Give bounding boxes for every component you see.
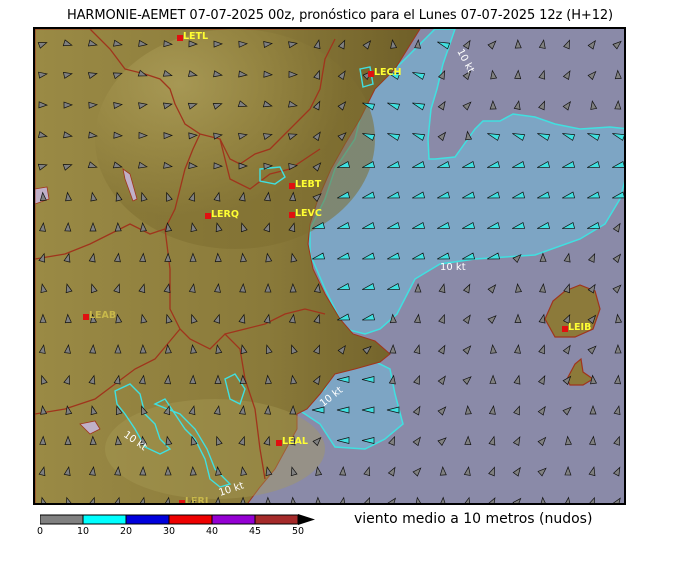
wind-arrows <box>37 39 624 503</box>
map-canvas: LETL LECH LEBT LERQ LEVC LEAB LEIB LEAL LERI 10 … <box>35 29 624 505</box>
formentera-island <box>566 357 595 386</box>
colorbar-tick-label: 30 <box>162 526 176 537</box>
svg-text:LERI: LERI <box>185 496 208 505</box>
colorbar-tick-label: 0 <box>36 526 44 537</box>
colorbar-tick-label: 20 <box>119 526 133 537</box>
colorbar-segment <box>168 514 213 525</box>
colorbar-ticks: 0 10 20 30 40 45 50 <box>0 526 340 540</box>
svg-text:LEAB: LEAB <box>89 310 116 321</box>
chart-title: HARMONIE-AEMET 07-07-2025 00z, pronóstic… <box>66 8 614 23</box>
colorbar <box>40 514 315 525</box>
svg-text:LERQ: LERQ <box>211 209 239 220</box>
colorbar-tick-label: 50 <box>291 526 305 537</box>
station-markers: LETL LECH LEBT LERQ LEVC LEAB LEIB LEAL LERI <box>83 31 591 505</box>
station-leib: LEIB <box>562 322 591 333</box>
svg-text:LEVC: LEVC <box>295 208 322 219</box>
colorbar-tick-label: 10 <box>76 526 90 537</box>
station-lech: LECH <box>368 67 402 78</box>
svg-text:LEAL: LEAL <box>282 436 308 447</box>
ibiza-island <box>544 284 601 338</box>
svg-text:LETL: LETL <box>183 31 208 42</box>
colorbar-segment <box>211 514 256 525</box>
region-borders <box>35 29 336 480</box>
colorbar-segment <box>40 514 84 525</box>
station-levc: LEVC <box>289 208 322 219</box>
reservoir <box>122 168 138 202</box>
station-lerq: LERQ <box>205 209 239 220</box>
colorbar-segment <box>125 514 170 525</box>
station-leab: LEAB <box>83 310 116 321</box>
svg-text:LEBT: LEBT <box>295 179 322 190</box>
station-lebt: LEBT <box>289 179 322 190</box>
colorbar-segment <box>82 514 127 525</box>
colorbar-extend-arrow <box>298 514 315 525</box>
wind-map: LETL LECH LEBT LERQ LEVC LEAB LEIB LEAL LERI 10 … <box>33 27 626 505</box>
reservoir <box>79 420 101 435</box>
station-letl: LETL <box>177 31 208 42</box>
legend-label: viento medio a 10 metros (nudos) <box>354 511 593 527</box>
colorbar-segment <box>254 514 299 525</box>
colorbar-tick-label: 45 <box>248 526 262 537</box>
station-leri: LERI <box>179 496 208 505</box>
svg-text:LECH: LECH <box>374 67 402 78</box>
colorbar-tick-label: 40 <box>205 526 219 537</box>
contour-label-10kt: 10 kt <box>440 262 466 273</box>
svg-text:LEIB: LEIB <box>568 322 591 333</box>
inland-10kt-contours <box>114 66 374 488</box>
station-leal: LEAL <box>276 436 308 447</box>
